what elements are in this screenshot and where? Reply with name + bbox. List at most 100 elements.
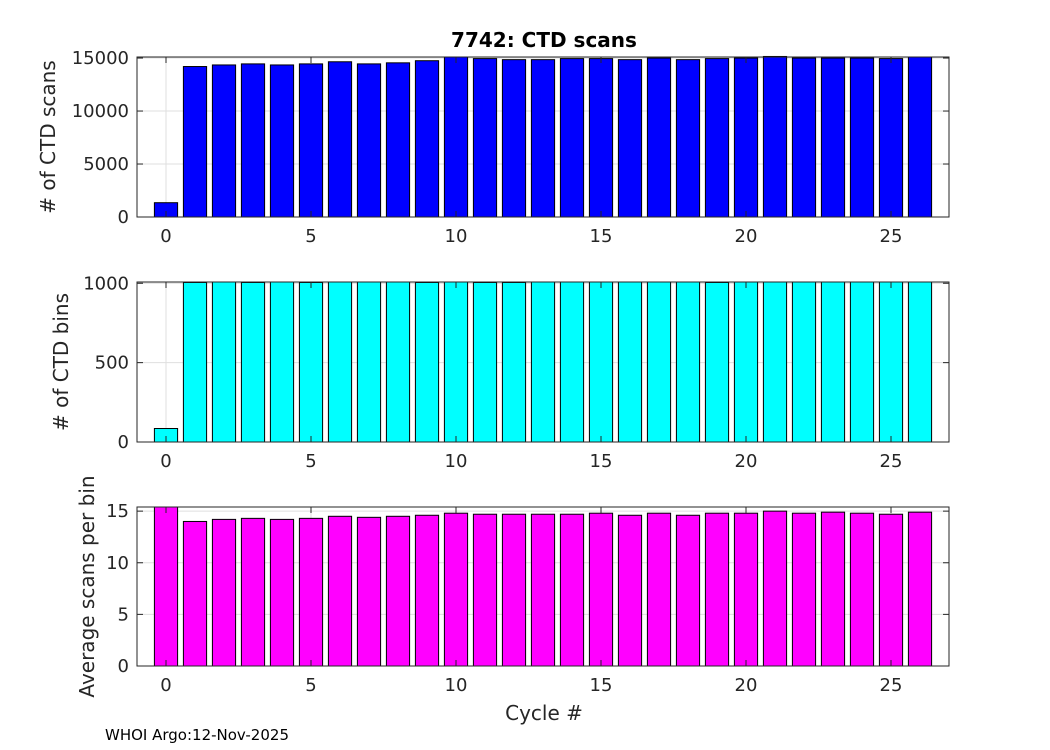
bar-cycle-2 (211, 281, 237, 443)
bar-cycle-16 (617, 59, 643, 218)
bar-cycle-19 (704, 281, 730, 443)
bar-cycle-17 (646, 281, 672, 443)
bar-cycle-20 (733, 281, 759, 443)
bar-cycle-3 (240, 517, 266, 667)
axes-box (136, 281, 950, 443)
bar-cycle-22 (791, 57, 817, 218)
y-tick-label: 500 (95, 353, 129, 374)
x-tick-label: 5 (305, 451, 316, 472)
bar-cycle-11 (472, 513, 498, 667)
bar-cycle-24 (849, 281, 875, 443)
bar-cycle-5 (298, 281, 324, 443)
bar-cycle-0 (153, 506, 179, 667)
bar-cycle-7 (356, 63, 382, 218)
bar-cycle-3 (240, 281, 266, 443)
x-tick-label: 15 (590, 226, 613, 247)
bar-cycle-2 (211, 518, 237, 667)
bar-cycle-26 (907, 511, 933, 667)
bar-cycle-24 (849, 57, 875, 218)
chart-title: 7742: CTD scans (451, 28, 637, 52)
bar-cycle-11 (472, 281, 498, 443)
y-tick-label: 15 (106, 501, 129, 522)
bar-cycle-8 (385, 515, 411, 667)
bar-cycle-23 (820, 281, 846, 443)
x-tick-label: 10 (445, 675, 468, 696)
bar-cycle-14 (559, 513, 585, 667)
bar-cycle-15 (588, 512, 614, 667)
bar-cycle-13 (530, 59, 556, 218)
y-axis-label: # of CTD bins (49, 293, 73, 431)
bar-cycle-4 (269, 64, 295, 218)
bar-cycle-7 (356, 516, 382, 667)
y-tick-label: 15000 (72, 48, 129, 69)
bar-cycle-4 (269, 281, 295, 443)
x-tick-label: 0 (160, 451, 171, 472)
bar-cycle-18 (675, 514, 701, 667)
bar-cycle-13 (530, 513, 556, 667)
bar-cycle-23 (820, 57, 846, 218)
x-tick-label: 0 (160, 226, 171, 247)
x-tick-label: 15 (590, 675, 613, 696)
bar-cycle-8 (385, 281, 411, 443)
bar-cycle-25 (878, 58, 904, 218)
bar-cycle-10 (443, 281, 469, 443)
bar-cycle-17 (646, 512, 672, 667)
bar-cycle-1 (182, 281, 208, 443)
bar-cycle-10 (443, 56, 469, 218)
x-tick-label: 10 (445, 451, 468, 472)
bar-cycle-23 (820, 511, 846, 667)
axes-box (136, 506, 950, 667)
bar-cycle-26 (907, 281, 933, 443)
bar-cycle-1 (182, 520, 208, 667)
bar-cycle-6 (327, 281, 353, 443)
footer-text: WHOI Argo:12-Nov-2025 (105, 726, 289, 744)
bar-cycle-10 (443, 512, 469, 667)
x-axis-label: Cycle # (505, 701, 583, 725)
bar-cycle-9 (414, 60, 440, 218)
x-tick-label: 25 (880, 226, 903, 247)
bar-cycle-4 (269, 518, 295, 667)
bar-cycle-14 (559, 58, 585, 218)
x-tick-label: 15 (590, 451, 613, 472)
x-tick-label: 20 (735, 675, 758, 696)
bar-cycle-13 (530, 281, 556, 443)
x-tick-label: 25 (880, 451, 903, 472)
bar-cycle-18 (675, 281, 701, 443)
bar-cycle-20 (733, 57, 759, 218)
bar-cycle-6 (327, 515, 353, 667)
bar-cycle-11 (472, 58, 498, 218)
x-tick-label: 10 (445, 226, 468, 247)
bar-cycle-26 (907, 56, 933, 218)
bar-cycle-7 (356, 281, 382, 443)
panel-ctd-bins: 0 5 10 15 20 25 0 500 1000 # of CTD bins (49, 273, 950, 472)
x-tick-label: 25 (880, 675, 903, 696)
bar-cycle-8 (385, 62, 411, 218)
axes-box (136, 56, 950, 218)
x-tick-label: 5 (305, 226, 316, 247)
bar-cycle-19 (704, 58, 730, 218)
bar-cycle-15 (588, 58, 614, 218)
bar-cycle-9 (414, 514, 440, 667)
y-tick-label: 10000 (72, 101, 129, 122)
bar-cycle-5 (298, 63, 324, 218)
bar-cycle-15 (588, 281, 614, 443)
bar-cycle-5 (298, 517, 324, 667)
bar-cycle-17 (646, 57, 672, 218)
y-tick-label: 0 (118, 656, 129, 677)
bar-cycle-20 (733, 512, 759, 667)
x-tick-label: 20 (735, 451, 758, 472)
bar-cycle-25 (878, 513, 904, 667)
panel-average-scans-per-bin: 0 5 10 15 20 25 0 5 10 15 Average scans per bin (75, 475, 950, 698)
bar-cycle-9 (414, 281, 440, 443)
y-tick-label: 5000 (83, 154, 129, 175)
x-tick-label: 0 (160, 675, 171, 696)
y-tick-label: 1000 (83, 273, 129, 294)
bar-cycle-12 (501, 59, 527, 218)
bar-cycle-2 (211, 64, 237, 218)
y-tick-label: 5 (118, 604, 129, 625)
bar-cycle-16 (617, 281, 643, 443)
y-tick-label: 0 (118, 207, 129, 228)
bar-cycle-22 (791, 281, 817, 443)
bar-cycle-19 (704, 512, 730, 667)
